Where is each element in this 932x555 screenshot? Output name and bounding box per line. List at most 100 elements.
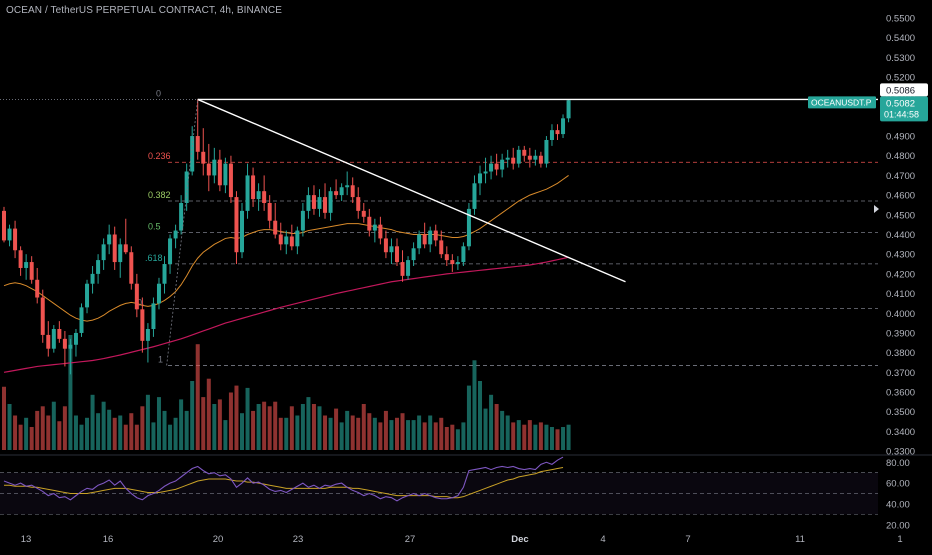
- volume-bar: [107, 409, 112, 450]
- countdown-label: 01:44:58: [884, 109, 919, 119]
- volume-bar: [494, 404, 499, 450]
- volume-bar: [339, 422, 344, 450]
- candle-body: [466, 208, 471, 247]
- time-tick-label: 1: [897, 534, 902, 545]
- high-price-tag: [880, 83, 928, 97]
- volume-bar: [439, 417, 444, 450]
- volume-bar: [522, 424, 527, 450]
- volume-bar: [317, 406, 322, 450]
- candle-body: [40, 297, 45, 335]
- candle-body: [433, 230, 438, 241]
- volume-bar: [561, 427, 566, 450]
- high-price-label: 0.5086: [886, 85, 915, 96]
- rsi-tick-label: 80.00: [886, 458, 910, 469]
- candle-body: [62, 338, 67, 349]
- candle-body: [173, 230, 178, 239]
- symbol-tag: [808, 96, 876, 109]
- volume-bar: [112, 417, 117, 450]
- volume-bar: [123, 424, 128, 450]
- volume-bar: [527, 420, 532, 450]
- price-tick-label: 0.3300: [886, 447, 915, 458]
- volume-bar: [500, 410, 505, 450]
- candle-body: [240, 210, 245, 253]
- volume-bar: [256, 404, 261, 450]
- price-tick-label: 0.5400: [886, 33, 915, 44]
- candle-body: [96, 260, 101, 274]
- candle-body: [533, 155, 538, 160]
- volume-bar: [35, 410, 40, 450]
- candle-body: [345, 185, 350, 188]
- candle-body: [555, 130, 560, 135]
- candle-body: [267, 202, 272, 221]
- price-tick-label: 0.4100: [886, 289, 915, 300]
- time-tick-label: 27: [405, 534, 416, 545]
- time-tick-label: 11: [795, 534, 805, 545]
- volume-bar: [96, 413, 101, 450]
- volume-bar: [306, 397, 311, 450]
- price-tick-label: 0.4300: [886, 250, 915, 261]
- candle-body: [278, 234, 283, 245]
- volume-bar: [212, 404, 217, 450]
- volume-bar: [234, 385, 239, 450]
- candle-body: [494, 163, 499, 170]
- candle-body: [356, 197, 361, 211]
- candle-body: [262, 191, 267, 203]
- volume-bar: [516, 420, 521, 450]
- volume-bar: [311, 404, 316, 450]
- volume-bar: [372, 417, 377, 450]
- volume-bar: [489, 394, 494, 450]
- volume-bar: [46, 415, 51, 450]
- candle-body: [406, 260, 411, 276]
- volume-bar: [411, 420, 416, 450]
- candle-body: [334, 191, 339, 196]
- volume-bar: [251, 410, 256, 450]
- candle-body: [168, 238, 173, 265]
- volume-bar: [40, 406, 45, 450]
- candle-body: [251, 175, 256, 200]
- volume-bar: [555, 429, 560, 450]
- candle-body: [273, 220, 278, 235]
- candle-body: [428, 230, 433, 245]
- volume-bar: [428, 415, 433, 450]
- current-price-label: 0.5082: [886, 98, 915, 109]
- candle-body: [129, 252, 134, 284]
- candle-body: [483, 171, 488, 174]
- volume-bar: [7, 404, 12, 450]
- volume-bar: [162, 410, 167, 450]
- volume-bar: [389, 420, 394, 450]
- candle-body: [212, 159, 217, 176]
- descending-trendline[interactable]: [197, 98, 626, 283]
- price-tick-label: 0.3400: [886, 427, 915, 438]
- volume-bar: [201, 397, 206, 450]
- candle-body: [57, 329, 62, 339]
- candle-body: [561, 118, 566, 135]
- time-tick-label: 7: [685, 534, 690, 545]
- volume-bar: [394, 417, 399, 450]
- volume-bar: [262, 401, 267, 450]
- candle-body: [24, 262, 29, 268]
- volume-bar: [217, 399, 222, 450]
- candle-body: [140, 309, 145, 341]
- volume-bar: [223, 420, 228, 450]
- rsi-tick-label: 20.00: [886, 520, 910, 531]
- candle-body: [400, 262, 405, 276]
- candle-body: [422, 234, 427, 245]
- fib-level-label: 0.5: [148, 222, 161, 232]
- volume-bar: [345, 410, 350, 450]
- volume-bar: [18, 424, 23, 450]
- price-tick-label: 0.4200: [886, 269, 915, 280]
- candle-body: [101, 244, 106, 261]
- candle-body: [367, 216, 372, 231]
- candle-body: [478, 173, 483, 184]
- volume-bar: [51, 401, 56, 450]
- volume-bar: [179, 399, 184, 450]
- volume-bar: [156, 397, 161, 450]
- volume-bar: [533, 424, 538, 450]
- volume-bar: [57, 421, 62, 450]
- candle-body: [489, 163, 494, 172]
- candle-body: [544, 139, 549, 164]
- volume-bar: [295, 415, 300, 450]
- candle-body: [184, 171, 189, 203]
